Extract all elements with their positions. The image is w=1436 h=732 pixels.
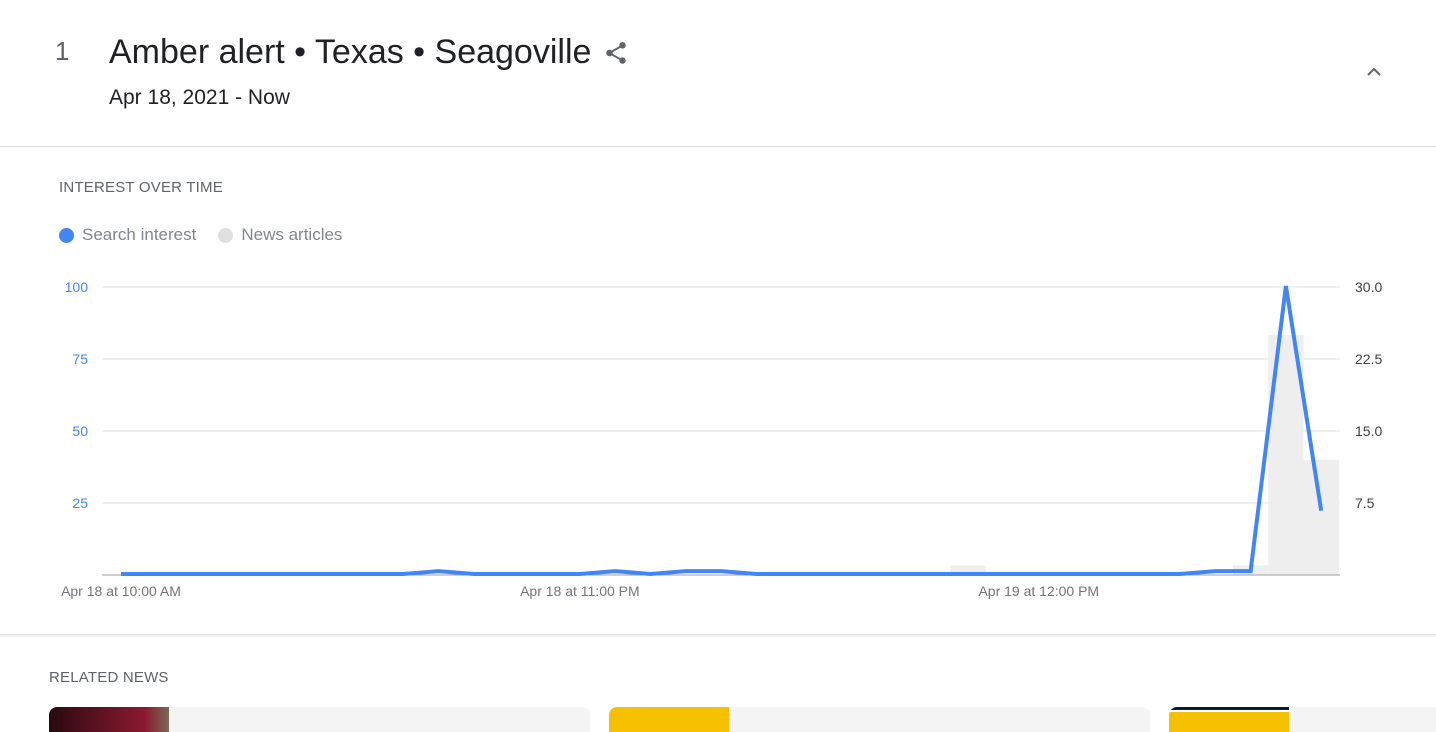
- x-tick-label: Apr 18 at 11:00 PM: [520, 583, 640, 599]
- share-icon[interactable]: [603, 39, 629, 67]
- section-title-interest: INTEREST OVER TIME: [59, 179, 223, 196]
- date-range: Apr 18, 2021 - Now: [109, 86, 290, 109]
- chevron-up-icon[interactable]: [1362, 60, 1386, 84]
- legend-dot-icon: [218, 227, 234, 243]
- trend-title: Amber alert • Texas • Seagoville: [109, 33, 592, 71]
- news-thumbnail: [609, 707, 729, 732]
- section-shadow: [0, 634, 1436, 637]
- news-card[interactable]: [1169, 707, 1436, 732]
- news-bar: [1303, 459, 1339, 575]
- divider: [0, 146, 1436, 147]
- y-right-tick-label: 15.0: [1355, 423, 1382, 439]
- rank-number: 1: [55, 36, 70, 66]
- trend-title-row: Amber alert • Texas • Seagoville: [109, 33, 629, 72]
- legend-news-articles[interactable]: News articles: [218, 225, 342, 245]
- x-tick-label: Apr 19 at 12:00 PM: [978, 583, 1099, 599]
- y-right-tick-label: 22.5: [1355, 351, 1382, 367]
- y-left-tick-label: 100: [65, 279, 89, 295]
- news-thumbnail: [1169, 707, 1289, 732]
- news-bar: [950, 565, 986, 575]
- y-left-tick-label: 25: [72, 495, 88, 511]
- legend-label: Search interest: [82, 225, 197, 244]
- y-right-tick-label: 7.5: [1355, 495, 1375, 511]
- legend-search-interest[interactable]: Search interest: [59, 225, 196, 245]
- chart-legend: Search interest News articles: [59, 225, 342, 245]
- section-title-related-news: RELATED NEWS: [49, 669, 169, 686]
- news-card[interactable]: [609, 707, 1150, 732]
- interest-chart: 25 50 75 100 7.5 15.0 22.5 30.0 Apr 18 at 10:00 …: [61, 279, 1382, 599]
- news-thumbnail: [49, 707, 169, 732]
- x-tick-label: Apr 18 at 10:00 AM: [61, 583, 181, 599]
- y-right-tick-label: 30.0: [1355, 279, 1382, 295]
- y-left-tick-label: 50: [72, 423, 88, 439]
- search-interest-line: [121, 285, 1324, 577]
- y-left-tick-label: 75: [72, 351, 88, 367]
- legend-dot-icon: [59, 227, 74, 243]
- news-card[interactable]: [49, 707, 590, 732]
- legend-label: News articles: [241, 225, 343, 244]
